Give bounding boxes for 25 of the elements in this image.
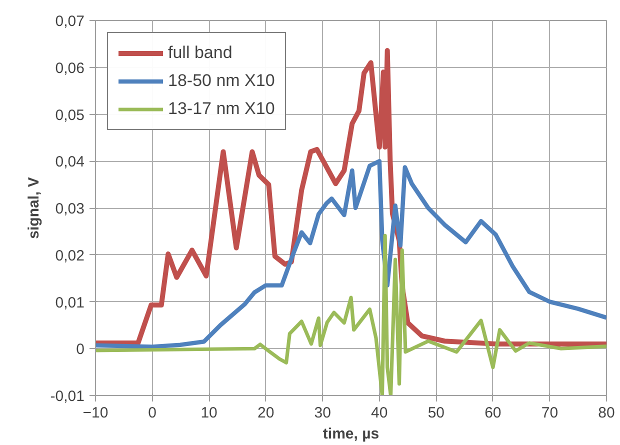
x-tick-label: 70	[541, 404, 558, 422]
y-axis-title: signal, V	[25, 177, 42, 239]
x-tick-label: 30	[314, 404, 331, 422]
legend-label: 13-17 nm X10	[168, 99, 275, 119]
y-tick-label: -0,01	[50, 388, 85, 405]
x-axis-title: time, µs	[322, 426, 380, 442]
legend-label: full band	[168, 43, 232, 63]
y-tick-label: 0,02	[55, 247, 85, 264]
x-tick-label: 50	[428, 404, 445, 422]
x-tick-label: 10	[200, 404, 218, 422]
x-tick-label: 60	[484, 404, 502, 422]
y-tick-label: 0,03	[55, 200, 85, 218]
y-tick-label: 0,04	[55, 154, 85, 171]
x-tick-label: 40	[371, 404, 388, 422]
x-tick-label: 80	[598, 404, 615, 422]
x-tick-label: −10	[82, 404, 108, 422]
line-series	[96, 158, 606, 349]
y-tick-label: 0	[76, 341, 84, 358]
legend-label: 18-50 nm X10	[168, 71, 275, 91]
y-tick-label: 0,06	[55, 60, 85, 77]
y-tick-label: 0,05	[55, 106, 85, 124]
y-tick-label: 0,07	[55, 13, 85, 30]
x-tick-label: 20	[257, 404, 274, 422]
y-tick-label: 0,01	[55, 294, 85, 312]
x-tick-label: 0	[148, 404, 156, 422]
